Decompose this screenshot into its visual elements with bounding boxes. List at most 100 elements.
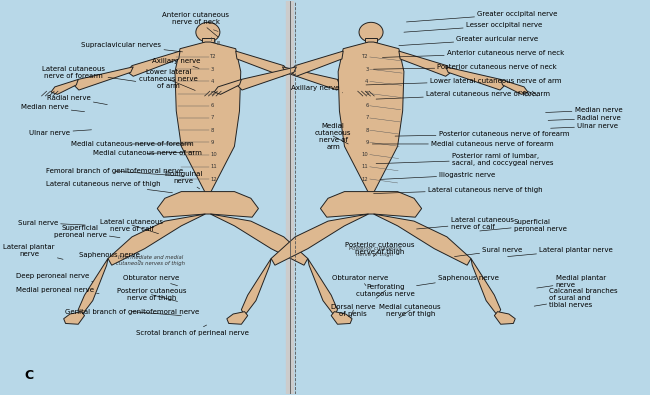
Polygon shape (399, 51, 452, 76)
Text: 3: 3 (211, 67, 214, 71)
Polygon shape (241, 258, 271, 316)
Text: Sural nerve: Sural nerve (454, 247, 523, 256)
Polygon shape (51, 79, 78, 94)
Polygon shape (308, 258, 337, 316)
Polygon shape (338, 42, 404, 193)
Text: 7: 7 (211, 115, 214, 120)
Text: Saphenous nerve: Saphenous nerve (417, 275, 499, 286)
Polygon shape (374, 214, 471, 265)
Text: Sural nerve: Sural nerve (18, 220, 85, 226)
Polygon shape (290, 51, 343, 76)
Text: 4: 4 (365, 79, 369, 84)
Text: 11: 11 (211, 164, 217, 169)
Text: Lateral cutaneous
nerve of forearm: Lateral cutaneous nerve of forearm (42, 66, 136, 81)
Text: 7: 7 (365, 115, 369, 120)
Text: Medial cutaneous
nerve of thigh: Medial cutaneous nerve of thigh (380, 304, 441, 318)
Polygon shape (337, 79, 365, 94)
Text: Femoral branch of genitofemoral nerve: Femoral branch of genitofemoral nerve (46, 168, 184, 176)
Text: Superficial
peroneal nerve: Superficial peroneal nerve (54, 225, 120, 238)
Polygon shape (108, 214, 205, 265)
Text: Greater occipital nerve: Greater occipital nerve (406, 11, 558, 22)
Text: 9: 9 (365, 140, 369, 145)
Text: Lesser occipital nerve: Lesser occipital nerve (404, 22, 542, 32)
Text: 11: 11 (362, 164, 369, 169)
Text: Saphenous nerve: Saphenous nerve (79, 252, 141, 261)
Text: Medial
cutaneous
nerve of
arm: Medial cutaneous nerve of arm (315, 122, 352, 150)
Text: 5: 5 (211, 91, 214, 96)
Text: Ulnar nerve: Ulnar nerve (551, 123, 618, 129)
Text: I: I (211, 37, 212, 42)
Text: Lateral cutaneous
nerve of calf: Lateral cutaneous nerve of calf (101, 218, 164, 234)
Text: Anterior cutaneous nerve of neck: Anterior cutaneous nerve of neck (382, 51, 564, 57)
Text: Anterior cutaneous
nerve of neck: Anterior cutaneous nerve of neck (162, 12, 229, 37)
Text: 12: 12 (211, 177, 217, 181)
Text: Iliogastric nerve: Iliogastric nerve (380, 172, 495, 179)
Text: Medial peroneal nerve: Medial peroneal nerve (16, 287, 99, 293)
Text: 10: 10 (211, 152, 217, 157)
Text: Posterior cutaneous
nerve of thigh: Posterior cutaneous nerve of thigh (348, 246, 401, 257)
Text: Medial cutaneous nerve of forearm: Medial cutaneous nerve of forearm (71, 141, 193, 147)
Polygon shape (211, 214, 308, 265)
Polygon shape (471, 258, 500, 316)
Text: Obturator nerve: Obturator nerve (124, 275, 179, 286)
Polygon shape (495, 312, 515, 324)
Text: T2: T2 (362, 55, 369, 60)
Polygon shape (446, 67, 505, 90)
Polygon shape (500, 79, 528, 94)
Text: Supraclavicular nerves: Supraclavicular nerves (81, 42, 183, 52)
Polygon shape (78, 258, 108, 316)
Text: Posterior cutaneous nerve of forearm: Posterior cutaneous nerve of forearm (395, 131, 569, 137)
Text: Greater auricular nerve: Greater auricular nerve (399, 36, 539, 45)
Polygon shape (320, 192, 422, 217)
Text: Lateral cutaneous nerve of thigh: Lateral cutaneous nerve of thigh (46, 181, 172, 193)
Text: Posterior cutaneous
nerve of thigh: Posterior cutaneous nerve of thigh (117, 288, 187, 301)
Text: Axillary nerve: Axillary nerve (291, 85, 343, 93)
Ellipse shape (359, 23, 383, 42)
Polygon shape (283, 67, 342, 90)
Text: Axillary nerve: Axillary nerve (152, 58, 200, 68)
Text: Obturator nerve: Obturator nerve (332, 275, 389, 286)
Text: C: C (25, 369, 34, 382)
Text: Median nerve: Median nerve (545, 107, 622, 113)
Text: Radial nerve: Radial nerve (47, 94, 107, 105)
Polygon shape (237, 67, 296, 90)
Polygon shape (365, 38, 378, 42)
Text: Scrotal branch of perineal nerve: Scrotal branch of perineal nerve (136, 325, 249, 335)
Polygon shape (227, 312, 248, 324)
Text: 8: 8 (365, 128, 369, 133)
Text: 5: 5 (365, 91, 369, 96)
Text: Ilioinguinal
nerve: Ilioinguinal nerve (164, 171, 202, 189)
Text: II: II (213, 39, 216, 44)
Text: Lower lateral cutaneous nerve of arm: Lower lateral cutaneous nerve of arm (366, 77, 562, 85)
Text: Lateral cutaneous nerve of thigh: Lateral cutaneous nerve of thigh (374, 186, 543, 194)
Text: 12: 12 (362, 177, 369, 181)
Text: 4: 4 (211, 79, 214, 84)
Text: Superficial
peroneal nerve: Superficial peroneal nerve (480, 218, 567, 231)
Text: Calcaneal branches
of sural and
tibial nerves: Calcaneal branches of sural and tibial n… (534, 288, 618, 308)
Text: Radial nerve: Radial nerve (548, 115, 621, 121)
Text: Ulnar nerve: Ulnar nerve (29, 130, 92, 135)
Text: 6: 6 (211, 103, 214, 108)
Text: Perforating
cutaneous nerve: Perforating cutaneous nerve (356, 284, 415, 298)
Polygon shape (236, 51, 289, 76)
Text: Genital branch of genitofemoral nerve: Genital branch of genitofemoral nerve (65, 308, 199, 316)
Text: 9: 9 (211, 140, 214, 145)
Text: 10: 10 (362, 152, 369, 157)
Text: III: III (216, 41, 221, 46)
Text: Lateral plantar nerve: Lateral plantar nerve (508, 247, 613, 256)
Text: Lower lateral
cutaneous nerve
of arm: Lower lateral cutaneous nerve of arm (139, 70, 198, 90)
Text: Intermediate and medial
cutaneous nerves of thigh: Intermediate and medial cutaneous nerves… (116, 255, 185, 266)
Text: Medial cutaneous nerve of arm: Medial cutaneous nerve of arm (93, 150, 202, 156)
Polygon shape (332, 312, 352, 324)
Polygon shape (271, 214, 369, 265)
Polygon shape (64, 312, 84, 324)
Text: Lateral plantar
nerve: Lateral plantar nerve (3, 244, 63, 259)
Text: Dorsal nerve
of penis: Dorsal nerve of penis (331, 304, 376, 318)
Text: 8: 8 (211, 128, 214, 133)
Text: 6: 6 (365, 103, 369, 108)
Text: Lateral cutaneous
nerve of calf: Lateral cutaneous nerve of calf (417, 216, 514, 229)
Polygon shape (74, 67, 133, 90)
Text: Median nerve: Median nerve (21, 104, 84, 112)
Text: Medial plantar
nerve: Medial plantar nerve (537, 275, 606, 288)
Polygon shape (202, 38, 214, 42)
